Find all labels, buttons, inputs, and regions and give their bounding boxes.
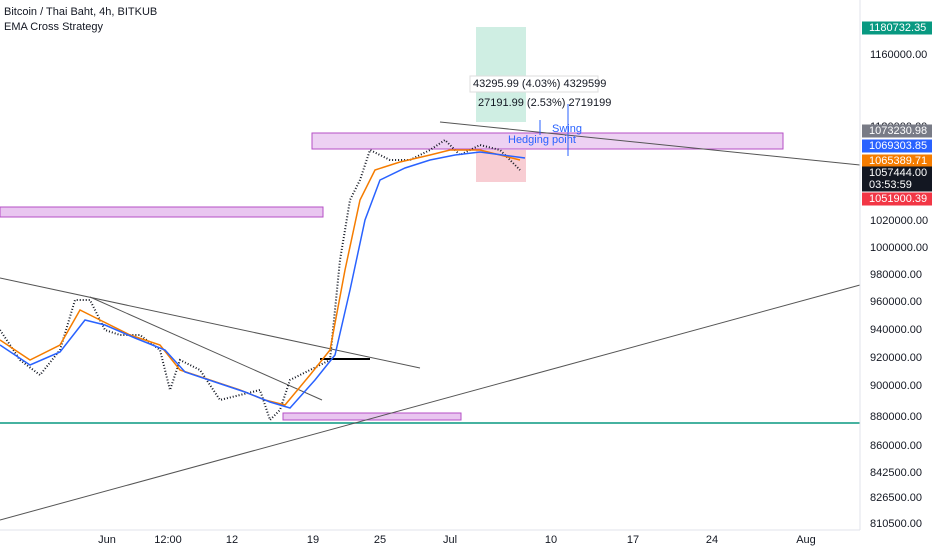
time-label: 24 (706, 534, 718, 546)
time-label: 19 (307, 534, 319, 546)
time-label: Aug (796, 534, 816, 546)
time-axis: Jun 12:00 12 19 25 Jul 10 17 24 Aug (98, 534, 816, 546)
price-tag (862, 124, 932, 138)
price-tag (862, 166, 932, 180)
symbol-title: Bitcoin / Thai Baht, 4h, BITKUB (4, 6, 157, 18)
price-label: 810500.00 (870, 518, 922, 530)
time-label: Jun (98, 534, 116, 546)
price-tag (862, 154, 932, 168)
price-tag (862, 192, 932, 206)
price-label: 960000.00 (870, 296, 922, 308)
indicator-name: EMA Cross Strategy (4, 21, 104, 33)
price-axis: 1160000.001120000.001020000.001000000.00… (862, 21, 932, 530)
price-label: 1160000.00 (870, 49, 927, 61)
price-label: 1000000.00 (870, 242, 928, 254)
price-tag (862, 139, 932, 153)
zone (0, 206, 324, 218)
target-zone (476, 27, 526, 122)
price-label: 940000.00 (870, 324, 922, 336)
time-label: Jul (443, 534, 457, 546)
trend-line (439, 121, 861, 166)
price-tag (862, 21, 932, 35)
price-tag (862, 178, 932, 192)
price-label: 842500.00 (870, 467, 922, 479)
price-label: 980000.00 (870, 269, 922, 281)
ema-fast (0, 149, 521, 406)
time-label: 25 (374, 534, 386, 546)
time-label: 17 (627, 534, 639, 546)
time-label: 12:00 (154, 534, 182, 546)
price-tag-label: 1069303.85 (869, 140, 927, 152)
trend-line (89, 296, 323, 401)
drawings (0, 27, 861, 521)
price-label: 920000.00 (870, 352, 922, 364)
price-tag-label: 1057444.00 (869, 167, 927, 179)
price-tag-label: 1073230.98 (869, 125, 927, 137)
annotation: 43295.99 (4.03%) 4329599 (473, 78, 606, 90)
label-box (469, 75, 599, 93)
trend-line (0, 277, 421, 369)
price-tag-label: 1051900.39 (869, 193, 927, 205)
price-label: 880000.00 (870, 411, 922, 423)
annotation: Hedging point (508, 134, 576, 146)
ema-slow (0, 151, 526, 409)
price-label: 1020000.00 (870, 215, 928, 227)
price-bars (0, 138, 521, 422)
price-tag-label: 1180732.35 (869, 22, 926, 34)
annotation: Swing (552, 123, 582, 135)
zone (282, 412, 462, 421)
price-tag-label: 1065389.71 (869, 155, 927, 167)
time-label: 12 (226, 534, 238, 546)
price-tag-label: 03:53:59 (869, 179, 912, 191)
annotation: 27191.99 (2.53%) 2719199 (478, 97, 611, 109)
price-label: 900000.00 (870, 380, 922, 392)
price-label: 826500.00 (870, 492, 922, 504)
time-label: 10 (545, 534, 557, 546)
price-label: 860000.00 (870, 440, 922, 452)
trend-line (0, 284, 861, 521)
